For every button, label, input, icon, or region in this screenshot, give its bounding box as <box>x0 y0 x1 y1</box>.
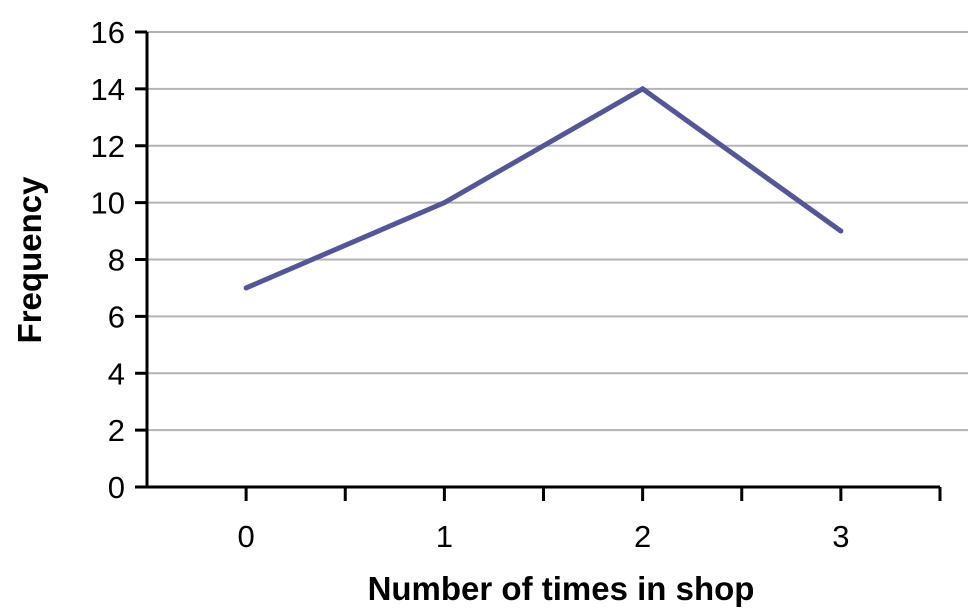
y-tick-label-0: 0 <box>108 470 125 505</box>
data-point-2 <box>640 86 646 92</box>
y-tick-label-16: 16 <box>91 15 125 50</box>
grid-lines <box>147 31 968 432</box>
y-tick-label-12: 12 <box>91 129 125 164</box>
x-tick-label-0: 0 <box>238 519 255 554</box>
y-axis-title: Frequency <box>11 176 48 344</box>
y-tick-label-8: 8 <box>108 243 125 278</box>
y-tick-label-4: 4 <box>108 356 125 391</box>
y-tick-label-10: 10 <box>91 186 125 221</box>
x-axis-title: Number of times in shop <box>368 570 755 607</box>
data-point-1 <box>441 200 447 206</box>
x-tick-label-1: 1 <box>436 519 453 554</box>
data-point-3 <box>838 228 844 234</box>
y-tick-label-2: 2 <box>108 413 125 448</box>
series-line-0 <box>245 85 843 291</box>
data-point-0 <box>243 285 249 291</box>
x-tick-label-3: 3 <box>832 519 849 554</box>
axes <box>135 30 942 501</box>
y-tick-label-6: 6 <box>108 299 125 334</box>
series-lines <box>243 85 844 291</box>
x-tick-label-2: 2 <box>634 519 651 554</box>
y-tick-label-14: 14 <box>91 72 125 107</box>
